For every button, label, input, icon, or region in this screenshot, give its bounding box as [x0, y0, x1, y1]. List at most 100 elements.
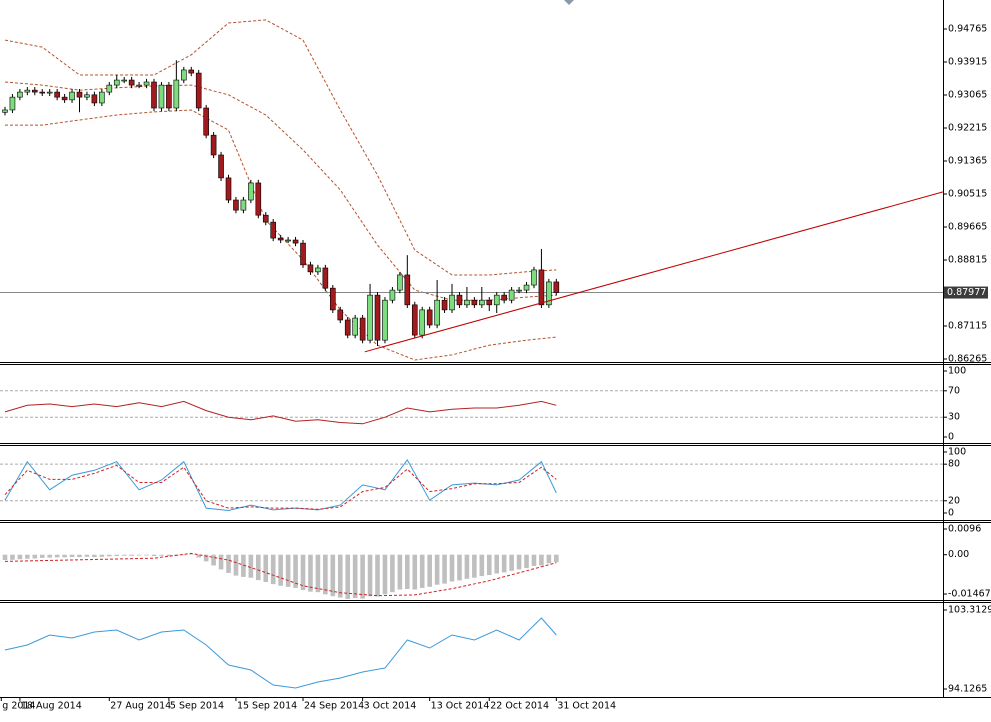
candle-body — [113, 79, 120, 86]
y-tick-label: 20 — [948, 495, 960, 506]
histogram-bar — [464, 554, 470, 579]
y-tick-label: 100 — [948, 366, 966, 377]
candle-body — [508, 289, 515, 301]
candle-body — [136, 84, 142, 87]
histogram-bar — [524, 554, 529, 569]
candle-body — [166, 84, 172, 109]
candle-body — [374, 294, 381, 341]
candle-body — [389, 289, 396, 301]
histogram-bar — [69, 554, 75, 558]
histogram-bar — [263, 554, 269, 583]
candle-body — [449, 294, 455, 311]
candle-body — [210, 134, 217, 156]
histogram-bar — [323, 554, 328, 595]
candle-body — [188, 69, 195, 74]
histogram-bar — [352, 554, 358, 599]
histogram-bar — [434, 554, 440, 585]
histogram-bar — [25, 554, 30, 559]
candle-body — [516, 289, 522, 292]
candle-body — [426, 309, 433, 326]
candle-body — [128, 79, 135, 86]
histogram-bar — [196, 554, 202, 558]
y-tick-label: 0.93915 — [948, 57, 987, 68]
candle-body — [39, 91, 46, 94]
histogram-bar — [166, 554, 172, 557]
candle-body — [54, 91, 60, 98]
y-tick-label: 0.86265 — [948, 354, 987, 365]
x-tick-label: g 2014 — [2, 701, 35, 712]
shift-marker — [564, 0, 574, 5]
candle-body — [2, 109, 8, 113]
candle-body — [538, 269, 545, 306]
histogram-bar — [203, 554, 209, 562]
candle-body — [330, 287, 336, 311]
histogram-bar — [218, 554, 224, 570]
histogram-bar — [419, 554, 425, 588]
bollinger-middle — [4, 81, 557, 301]
histogram-bar — [270, 554, 276, 585]
histogram-bar — [382, 554, 388, 595]
histogram-bar — [256, 554, 261, 581]
y-tick-label: 0 — [948, 431, 954, 442]
indicator-line — [4, 617, 557, 689]
candle-body — [464, 299, 470, 306]
candle-body — [315, 267, 321, 273]
candle-body — [173, 79, 180, 109]
signal-line — [4, 552, 557, 597]
candle-body — [553, 281, 560, 293]
histogram-bar — [248, 554, 254, 578]
candle-body — [456, 294, 463, 306]
histogram-bar — [47, 554, 52, 558]
candle-body — [84, 94, 90, 98]
histogram-bar — [457, 554, 462, 581]
candle-body — [382, 299, 388, 341]
candle-body — [262, 214, 269, 223]
x-tick-label: 15 Sep 2014 — [237, 701, 297, 712]
y-tick-label: 103.3129 — [948, 605, 991, 616]
candle-body — [225, 177, 232, 201]
histogram-bar — [337, 554, 343, 598]
candle-body — [61, 96, 68, 101]
histogram-bar — [442, 554, 447, 584]
x-tick-label: 31 Oct 2014 — [557, 701, 616, 712]
y-tick-label: 0.0096 — [948, 523, 981, 534]
histogram-bar — [494, 554, 500, 574]
candle-body — [419, 309, 426, 336]
y-tick-label: 0 — [948, 507, 954, 518]
histogram-bar — [375, 554, 380, 597]
histogram-bar — [449, 554, 455, 582]
candle-body — [9, 96, 16, 111]
histogram-bar — [106, 554, 112, 557]
candle-body — [69, 91, 75, 101]
candle-body — [76, 91, 83, 98]
histogram-bar — [427, 554, 432, 587]
histogram-bar — [509, 554, 514, 571]
histogram-bar — [546, 554, 552, 564]
histogram-bar — [360, 554, 365, 599]
y-tick-label: 0.00 — [948, 549, 969, 560]
candle-body — [404, 274, 411, 306]
candle-body — [233, 199, 239, 211]
histogram-bar — [501, 554, 507, 573]
candle-body — [248, 182, 254, 201]
histogram-bar — [17, 554, 23, 560]
histogram-bar — [390, 554, 395, 593]
candle-body — [195, 72, 202, 109]
histogram-bar — [315, 554, 321, 593]
histogram-bar — [539, 554, 544, 566]
candle-body — [352, 317, 358, 336]
candle-body — [151, 81, 157, 109]
histogram-bar — [211, 554, 216, 566]
candle-body — [106, 84, 113, 93]
histogram-bar — [92, 554, 97, 558]
candle-body — [181, 69, 187, 81]
y-tick-label: 0.87115 — [948, 321, 987, 332]
indicator-line — [4, 464, 557, 510]
x-tick-label: 24 Sep 2014 — [304, 701, 364, 712]
histogram-bar — [233, 554, 239, 576]
candle-body — [411, 304, 418, 336]
y-tick-label: 0.94765 — [948, 24, 987, 35]
candle-body — [99, 91, 105, 104]
candle-body — [486, 299, 493, 306]
indicator-line — [4, 458, 557, 512]
